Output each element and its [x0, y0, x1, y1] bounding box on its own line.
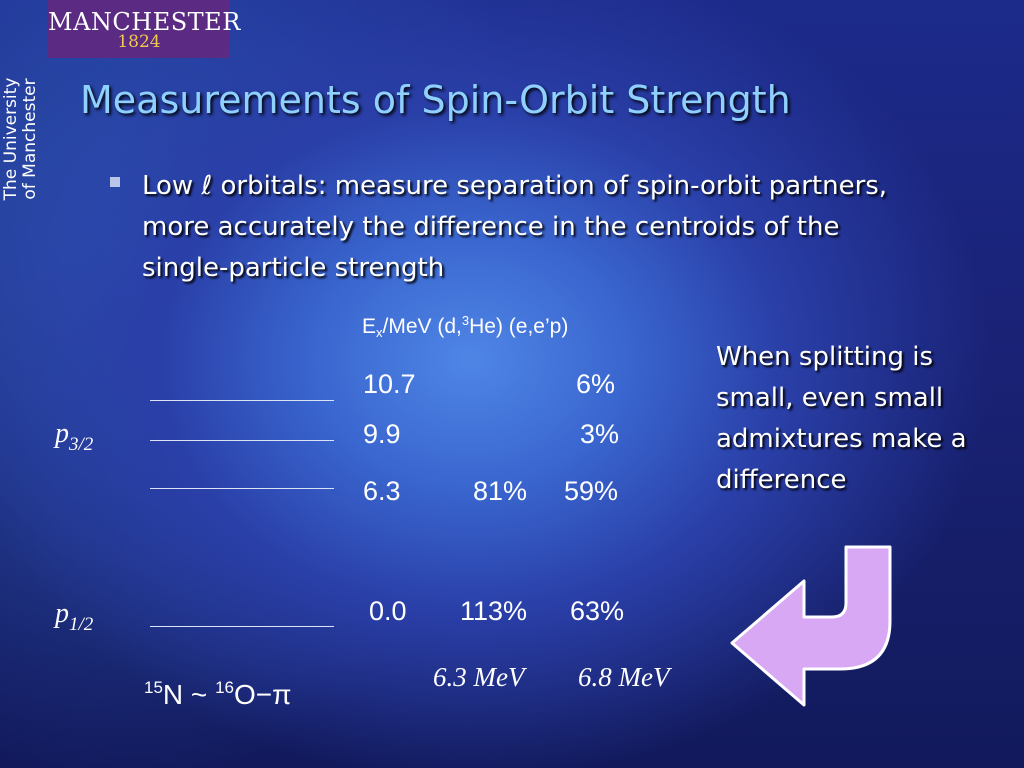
row-1-eep: 6%: [576, 369, 616, 399]
curved-arrow-icon: [730, 545, 892, 707]
row-3-dhe: 81%: [473, 476, 528, 506]
orbital-p3-2-letter: p: [55, 418, 69, 449]
row-3-eep: 59%: [564, 476, 619, 506]
n-mass: 15: [144, 678, 163, 697]
manchester-logo: MANCHESTER 1824: [48, 0, 241, 58]
centroid-dhe: 6.3 MeV: [433, 662, 525, 692]
row-3-energy: 6.3: [363, 476, 401, 506]
logo-name: MANCHESTER: [48, 8, 241, 36]
row-4-energy: 0.0: [369, 596, 407, 626]
orbital-p1-2-letter: p: [55, 598, 69, 629]
bullet-text: Low ℓ orbitals: measure separation of sp…: [142, 171, 888, 283]
university-label-line-2: of Manchester: [20, 78, 40, 200]
nuclide-relation: 15N ~ 16O−π: [144, 678, 291, 711]
o-symbol: O−π: [234, 679, 292, 710]
row-2-energy: 9.9: [363, 419, 401, 449]
row-1-energy: 10.7: [363, 369, 416, 399]
slide-title: Measurements of Spin-Orbit Strength: [80, 78, 791, 122]
orbital-p1-2: p1/2: [55, 598, 93, 636]
orbital-p3-2: p3/2: [55, 418, 93, 456]
header-ex-sub: x: [376, 325, 383, 340]
approx-sign: ~: [183, 679, 216, 710]
level-line-10-7: [150, 400, 334, 401]
level-line-6-3: [150, 488, 334, 489]
university-label-line-1: The University: [1, 77, 21, 201]
row-2-eep: 3%: [580, 419, 620, 449]
header-he-sup: 3: [461, 313, 470, 328]
n-symbol: N: [162, 679, 184, 710]
university-vertical-label: The University of Manchester: [1, 64, 44, 214]
splitting-note: When splitting is small, even small admi…: [716, 342, 967, 495]
orbital-p1-2-sub: 1/2: [69, 614, 94, 635]
header-he: He) (e,e’p): [469, 315, 569, 338]
centroid-eep: 6.8 MeV: [578, 662, 670, 692]
bullet-square-icon: [110, 177, 120, 187]
row-4-dhe: 113%: [460, 596, 528, 626]
table-header: Ex/MeV (d,3He) (e,e’p): [362, 313, 568, 340]
header-ex: E: [362, 315, 377, 338]
orbital-p3-2-sub: 3/2: [69, 434, 94, 455]
logo-year: 1824: [117, 32, 161, 52]
o-mass: 16: [215, 678, 234, 697]
level-line-0-0: [150, 626, 334, 627]
header-unit: /MeV (d,: [382, 315, 462, 338]
row-4-eep: 63%: [570, 596, 625, 626]
level-line-9-9: [150, 440, 334, 441]
